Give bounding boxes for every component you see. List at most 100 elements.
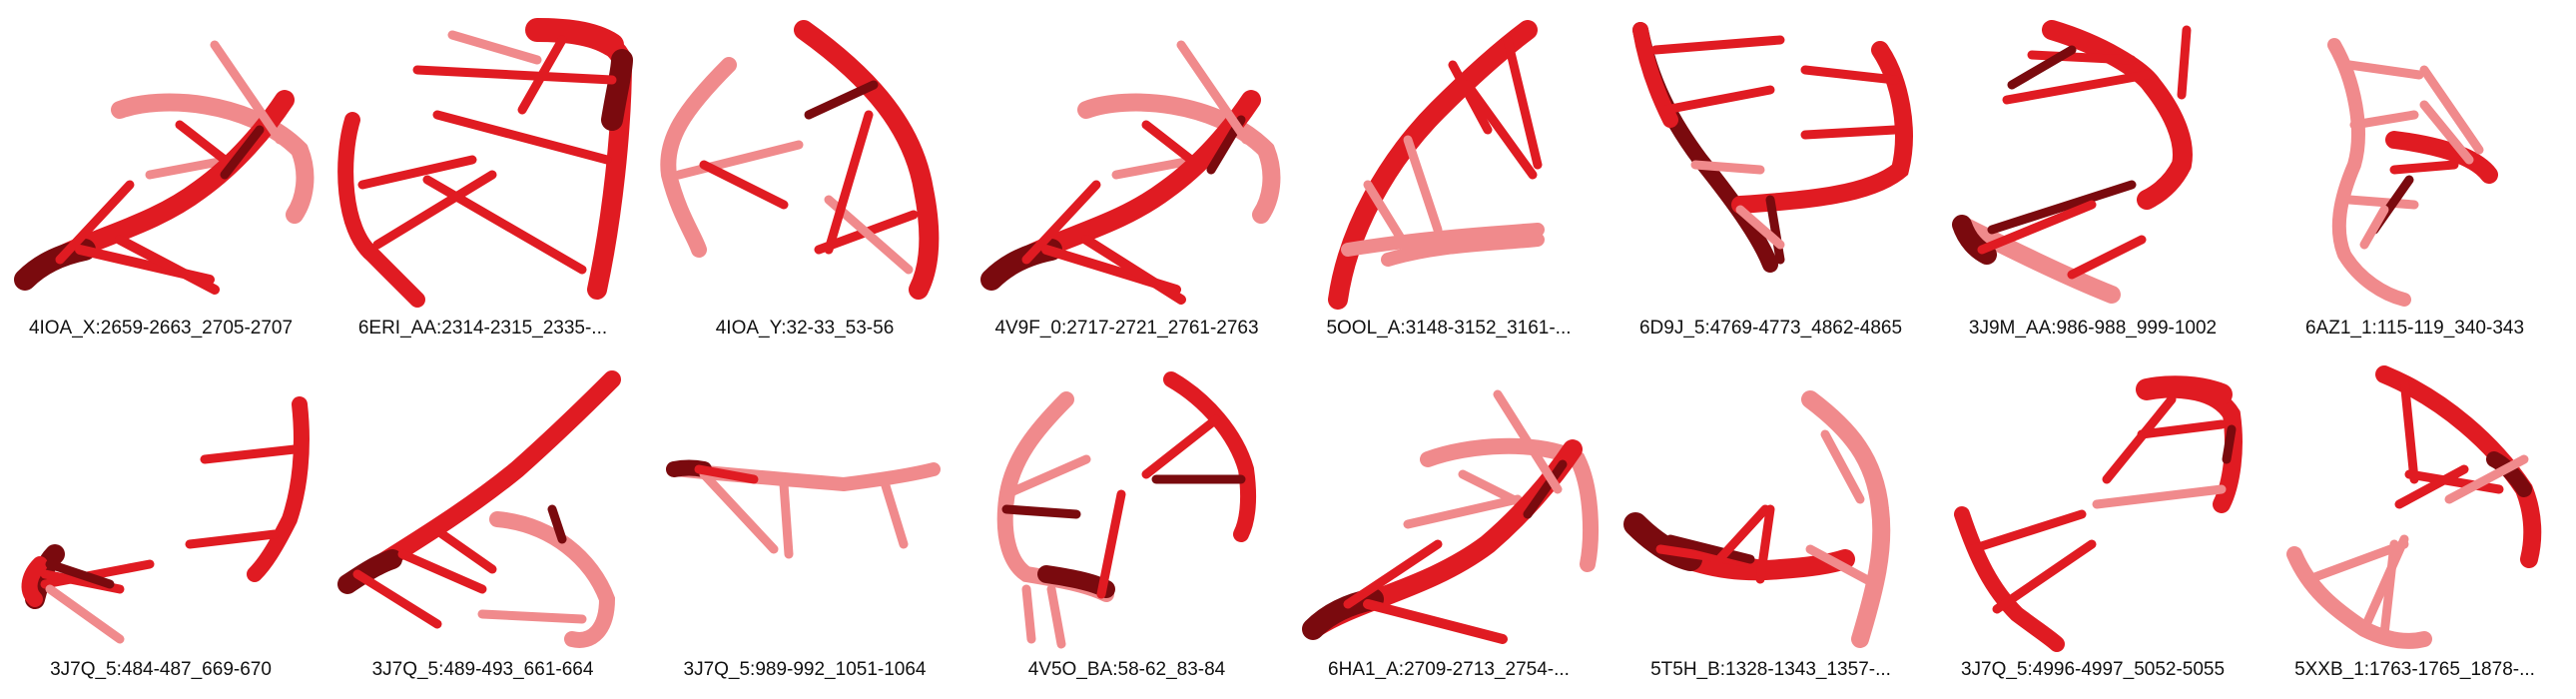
backbone-strand [660,57,737,258]
base-stick [2177,25,2192,100]
base-stick [210,40,285,145]
motif-panel: 3J7Q_5:489-493_661-664 [322,350,644,699]
rna-structure-image [1954,375,2243,652]
rna-structure-image [660,20,940,300]
base-stick [2344,60,2423,80]
base-stick [699,160,789,210]
motif-panel: 6ERI_AA:2314-2315_2335-... [322,0,644,350]
base-stick [1403,135,1443,235]
base-stick [2344,195,2418,210]
base-stick [1021,584,1035,644]
base-stick [2419,65,2483,155]
backbone-strand [1328,20,1538,310]
backbone-strand [336,112,425,308]
base-stick [175,120,230,165]
backbone-strand [1800,390,1890,648]
backbone-strand [21,556,48,607]
base-stick [1650,35,1784,55]
panel-label: 6ERI_AA:2314-2315_2335-... [357,318,608,339]
base-stick [879,474,909,549]
base-stick [422,175,586,275]
base-stick [1660,85,1774,115]
panel-label: 4V5O_BA:58-62_83-84 [1027,659,1226,680]
base-stick [1992,539,2097,614]
motif-panel: 3J7Q_5:484-487_669-670 [0,350,322,699]
base-stick [1448,60,1493,135]
backbone-strand [1631,22,1778,273]
rna-structure-image [2326,38,2498,307]
base-stick [447,30,541,65]
base-stick [1503,35,1543,170]
base-stick [2379,539,2398,639]
base-stick [2304,539,2408,584]
motif-panel: 6D9J_5:4769-4773_4862-4865 [1610,0,1932,350]
panel-label: 5T5H_B:1328-1343_1357-... [1650,659,1891,680]
motif-panel: 4IOA_X:2659-2663_2705-2707 [0,0,322,350]
base-stick [45,584,125,644]
rna-structure-image [21,396,310,644]
base-stick [2349,110,2418,130]
backbone-strand [336,549,402,594]
base-stick [1176,40,1250,145]
base-stick [699,469,779,554]
backbone-strand [488,511,615,648]
base-stick [1665,534,1754,564]
base-stick [1363,180,1413,255]
rna-structure-image [1328,20,1545,310]
base-stick [1001,454,1090,499]
base-stick [1001,504,1080,519]
base-stick [397,549,486,594]
rna-structure-image [1952,20,2193,304]
base-stick [1403,494,1523,529]
base-stick [1080,235,1186,305]
backbone-strand [524,18,624,57]
panel-label: 3J9M_AA:986-988_999-1002 [1968,318,2218,339]
backbone-strand [1381,233,1545,267]
motif-panel: 5OOL_A:3148-3152_3161-... [1288,0,1610,350]
panel-label: 4IOA_Y:32-33_53-56 [715,318,895,339]
base-stick [1765,195,1784,265]
motif-panel: 3J9M_AA:986-988_999-1002 [1932,0,2254,350]
base-stick [1493,389,1563,494]
base-stick [2092,484,2227,509]
rna-structure-image [336,18,633,308]
base-stick [547,504,566,544]
base-stick [2067,235,2147,280]
base-stick [2222,424,2237,464]
base-stick [1463,80,1538,180]
base-stick [1735,205,1784,250]
backbone-strand [1730,41,1913,214]
base-stick [2444,454,2528,504]
base-stick [2394,464,2468,509]
backbone-strand [794,20,940,300]
rna-structure-image [666,459,941,559]
base-stick [437,529,496,574]
backbone-strand [996,391,1114,602]
motif-panel: 3J7Q_5:4996-4997_5052-5055 [1932,350,2254,699]
panel-label: 6D9J_5:4769-4773_4862-4865 [1638,318,1903,339]
panel-label: 6HA1_A:2709-2713_2754-... [1328,659,1570,680]
panel-label: 4V9F_0:2717-2721_2761-2763 [994,318,1259,339]
backbone-strand [1162,371,1256,542]
base-stick [1046,584,1065,649]
base-stick [2389,160,2458,175]
panel-label: 3J7Q_5:989-992_1051-1064 [683,659,927,680]
rna-structure-image [1622,390,1890,648]
base-stick [1755,504,1774,584]
backbone-strand [600,49,633,131]
motif-panel: 4V5O_BA:58-62_83-84 [966,350,1288,699]
base-stick [2007,45,2077,90]
backbone-strand [2136,375,2233,405]
backbone-strand [979,239,1062,291]
base-stick [1820,429,1864,504]
base-stick [185,529,280,549]
base-stick [2419,100,2473,165]
base-stick [1967,509,2087,554]
backbone-strand [247,396,310,582]
base-stick [2359,205,2388,250]
base-stick [1800,125,1899,140]
panel-label: 4IOA_X:2659-2663_2705-2707 [28,318,294,339]
base-stick [1343,539,1443,609]
rna-structure-image [14,40,315,295]
rna-structure-image [1631,22,1913,273]
